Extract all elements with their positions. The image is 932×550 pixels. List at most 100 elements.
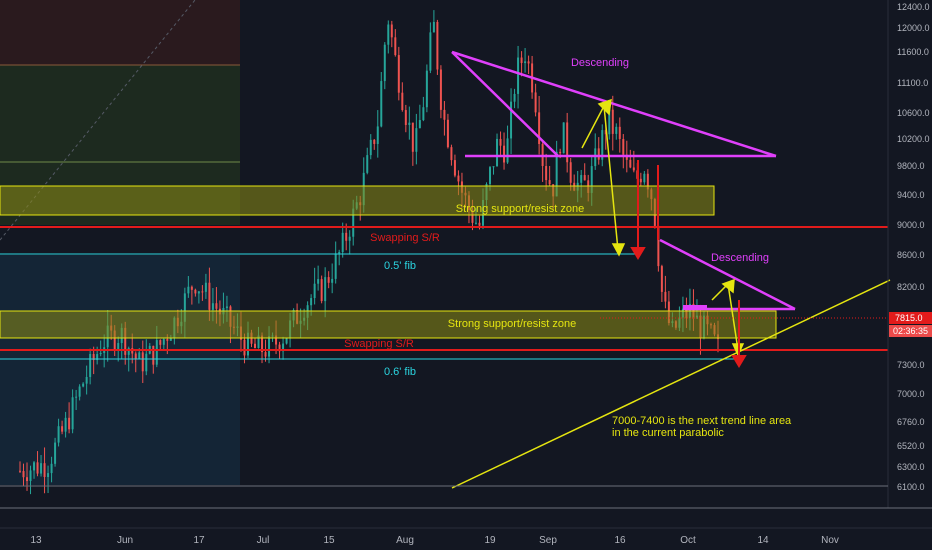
candle-body	[243, 339, 246, 356]
time-tick-label: Oct	[680, 535, 696, 546]
candle-body	[390, 24, 393, 38]
candle-body	[566, 122, 569, 163]
candle-body	[408, 122, 411, 125]
candle-body	[152, 345, 155, 365]
candle-body	[657, 225, 660, 267]
candle-body	[506, 138, 509, 163]
candle-body	[40, 463, 43, 474]
candle-body	[380, 81, 383, 127]
candle-body	[82, 383, 85, 387]
candle-body	[352, 208, 355, 237]
candle-body	[334, 253, 337, 279]
candle-body	[639, 178, 642, 183]
candle-body	[439, 69, 442, 110]
candle-body	[429, 32, 432, 71]
time-axis[interactable]: 13 Jun 17 Jul 15 Aug 19 Sep 16 Oct 14 Nov	[30, 535, 838, 546]
candle-body	[611, 109, 614, 134]
candle-body	[145, 353, 148, 372]
candle-body	[19, 470, 21, 472]
candle-body	[559, 151, 562, 154]
candle-body	[43, 463, 46, 477]
candle-body	[64, 417, 67, 432]
candle-body	[338, 252, 341, 254]
candle-body	[604, 130, 607, 135]
desc-triangle-top-inner	[451, 51, 559, 157]
parabolic-trend-line	[451, 279, 891, 489]
candle-body	[376, 126, 379, 144]
last-price-label: 7815.0	[895, 313, 923, 323]
candle-body	[310, 298, 313, 306]
bottom-triangle-marker	[683, 305, 707, 310]
candle-body	[96, 354, 99, 361]
candle-body	[26, 477, 29, 482]
time-tick-label: Aug	[396, 535, 414, 546]
label-swapping-bottom: Swapping S/R	[344, 338, 414, 350]
support-zone-top	[0, 185, 715, 216]
candle-body	[166, 339, 169, 341]
candle-body	[397, 55, 400, 93]
label-zone-top: Strong support/resist zone	[456, 203, 584, 215]
price-tick-label: 12000.0	[897, 23, 930, 33]
price-tick-label: 11100.0	[897, 78, 928, 88]
candle-body	[113, 330, 116, 351]
time-tick-label: Jul	[257, 535, 270, 546]
candle-body	[85, 376, 88, 384]
candle-body	[436, 21, 439, 70]
candle-body	[538, 112, 541, 144]
candle-body	[562, 122, 565, 154]
candle-body	[68, 417, 71, 430]
candle-body	[411, 122, 414, 152]
candle-body	[50, 463, 53, 474]
countdown-label: 02:36:35	[893, 326, 928, 336]
label-descending-bottom: Descending	[711, 252, 769, 264]
price-tick-label: 9000.0	[897, 220, 925, 230]
candle-body	[22, 471, 25, 478]
candle-body	[71, 397, 74, 430]
candle-body	[527, 61, 530, 64]
candle-body	[264, 352, 267, 357]
candle-body	[471, 210, 474, 223]
price-tick-label: 6760.0	[897, 417, 925, 427]
price-tick-label: 8200.0	[897, 282, 925, 292]
candle-body	[387, 24, 390, 45]
candle-body	[285, 338, 288, 344]
candle-body	[545, 166, 548, 181]
candle-body	[457, 175, 460, 182]
candle-body	[275, 335, 278, 345]
candle-body	[474, 222, 477, 224]
label-fib-05: 0.5' fib	[384, 260, 416, 272]
candle-body	[29, 470, 32, 482]
candle-body	[394, 37, 397, 56]
desc-triangle-top-upper	[451, 50, 777, 158]
price-tick-label: 11600.0	[897, 47, 929, 57]
candle-body	[492, 166, 495, 168]
price-tick-label: 9400.0	[897, 190, 925, 200]
bg-region-lower	[0, 255, 240, 485]
candle-body	[47, 473, 50, 477]
candle-body	[159, 340, 162, 345]
candle-body	[162, 339, 165, 345]
candle-body	[141, 352, 144, 372]
candle-body	[664, 291, 667, 302]
candle-body	[57, 426, 60, 443]
candle-body	[622, 138, 625, 155]
candle-body	[211, 303, 214, 310]
candle-body	[646, 173, 649, 190]
candle-body	[583, 175, 586, 181]
price-tick-label: 6100.0	[897, 482, 925, 492]
candle-body	[401, 92, 404, 111]
candle-body	[618, 126, 621, 139]
price-tick-label: 6520.0	[897, 441, 925, 451]
candle-body	[517, 57, 520, 94]
price-tick-label: 6300.0	[897, 462, 925, 472]
candle-body	[580, 175, 583, 183]
candle-body	[33, 462, 36, 471]
candle-body	[187, 286, 190, 294]
candle-body	[78, 386, 81, 397]
candle-body	[208, 282, 211, 310]
candle-body	[443, 109, 446, 120]
price-tick-label: 7000.0	[897, 389, 925, 399]
price-tick-label: 8600.0	[897, 250, 925, 260]
price-axis[interactable]: 12400.0 12000.0 11600.0 11100.0 10600.0 10200…	[897, 2, 930, 492]
